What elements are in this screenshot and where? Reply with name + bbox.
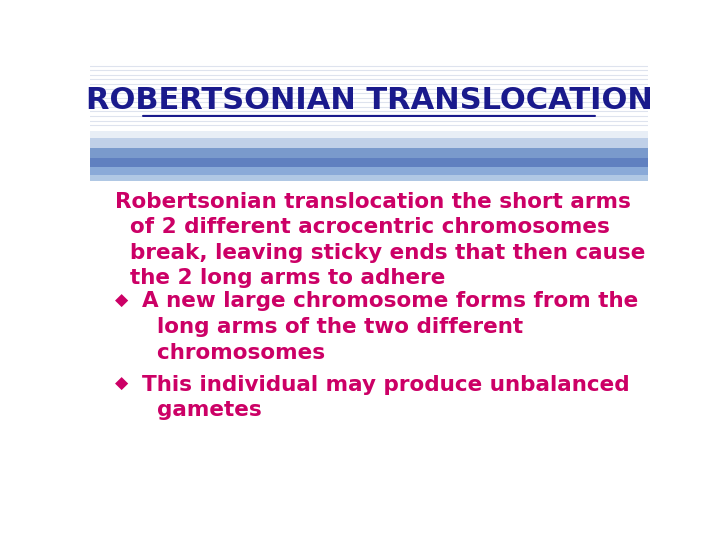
Bar bbox=[90, 131, 648, 138]
Text: ◆: ◆ bbox=[115, 375, 128, 393]
Bar bbox=[90, 148, 648, 158]
Bar bbox=[90, 167, 648, 175]
Text: Robertsonian translocation the short arms
  of 2 different acrocentric chromosom: Robertsonian translocation the short arm… bbox=[115, 192, 646, 288]
Text: A new large chromosome forms from the
  long arms of the two different
  chromos: A new large chromosome forms from the lo… bbox=[142, 292, 638, 363]
Text: ROBERTSONIAN TRANSLOCATION: ROBERTSONIAN TRANSLOCATION bbox=[86, 86, 652, 114]
Text: This individual may produce unbalanced
  gametes: This individual may produce unbalanced g… bbox=[142, 375, 629, 420]
Bar bbox=[90, 158, 648, 167]
Bar bbox=[90, 138, 648, 148]
Text: ◆: ◆ bbox=[115, 292, 128, 309]
Bar bbox=[90, 175, 648, 181]
